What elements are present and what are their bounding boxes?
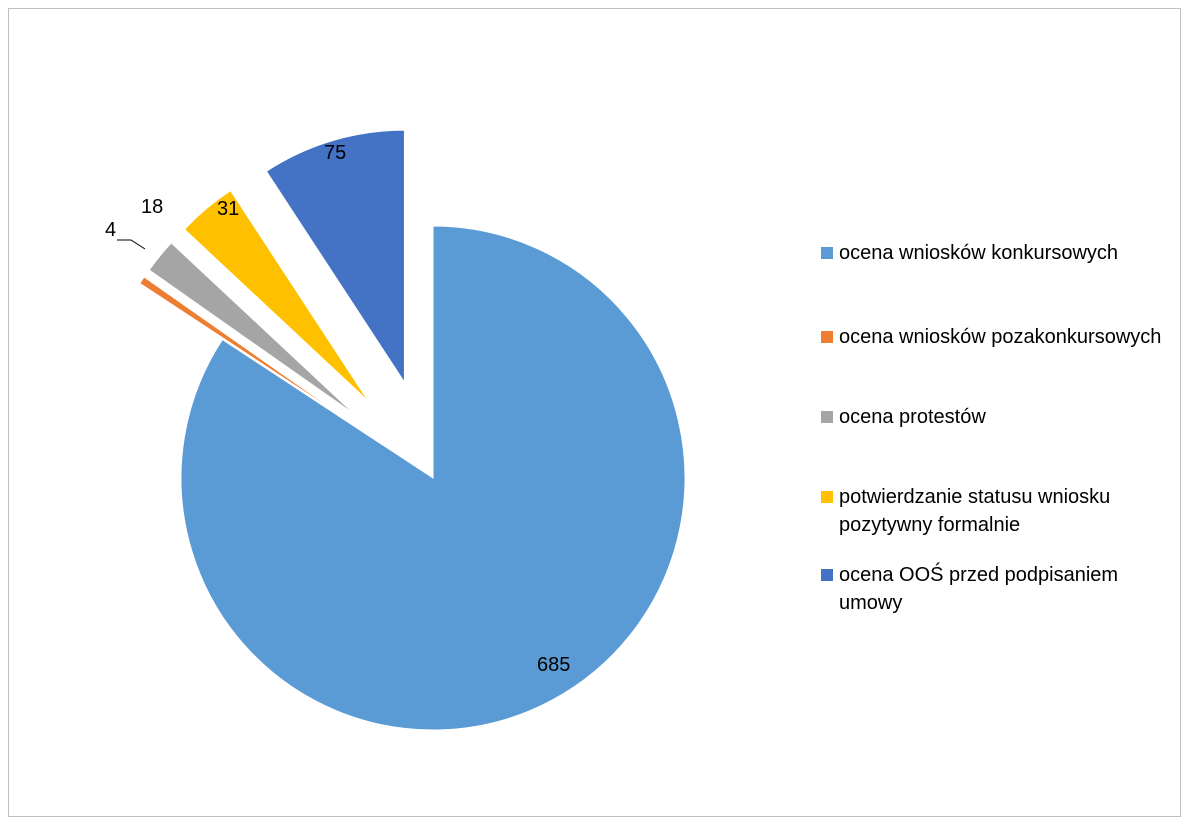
legend-label: ocena wniosków konkursowych	[839, 242, 1119, 264]
legend-item: ocena OOŚ przed podpisaniem umowy	[821, 561, 1179, 617]
legend-label: ocena protestów	[839, 406, 986, 428]
legend-label: ocena OOŚ przed podpisaniem umowy	[839, 564, 1119, 614]
legend-label: potwierdzanie statusu wniosku pozytywny …	[839, 486, 1111, 536]
legend-swatch	[821, 569, 833, 581]
legend-item: potwierdzanie statusu wniosku pozytywny …	[821, 483, 1179, 539]
leader-line	[117, 239, 146, 250]
pie-slice	[180, 225, 686, 731]
pie-slice	[139, 276, 351, 423]
legend-swatch	[821, 411, 833, 423]
legend-item: ocena wniosków pozakonkursowych	[821, 323, 1179, 351]
pie-slice	[265, 129, 405, 384]
pie-slice	[148, 242, 356, 416]
legend-swatch	[821, 491, 833, 503]
data-label: 685	[537, 654, 570, 676]
chart-frame: 685 4 18 31 75 ocena wniosków konkursowych oc…	[8, 8, 1181, 817]
legend-item: ocena wniosków konkursowych	[821, 239, 1179, 267]
legend-swatch	[821, 331, 833, 343]
legend-item: ocena protestów	[821, 403, 1179, 431]
pie-slice	[183, 189, 370, 402]
data-label: 4	[105, 219, 116, 241]
data-label: 18	[141, 196, 163, 218]
legend-swatch	[821, 247, 833, 259]
pie-chart: 685 4 18 31 75	[105, 129, 686, 731]
data-label: 31	[217, 198, 239, 220]
legend-label: ocena wniosków pozakonkursowych	[839, 326, 1162, 348]
data-label: 75	[324, 142, 346, 164]
